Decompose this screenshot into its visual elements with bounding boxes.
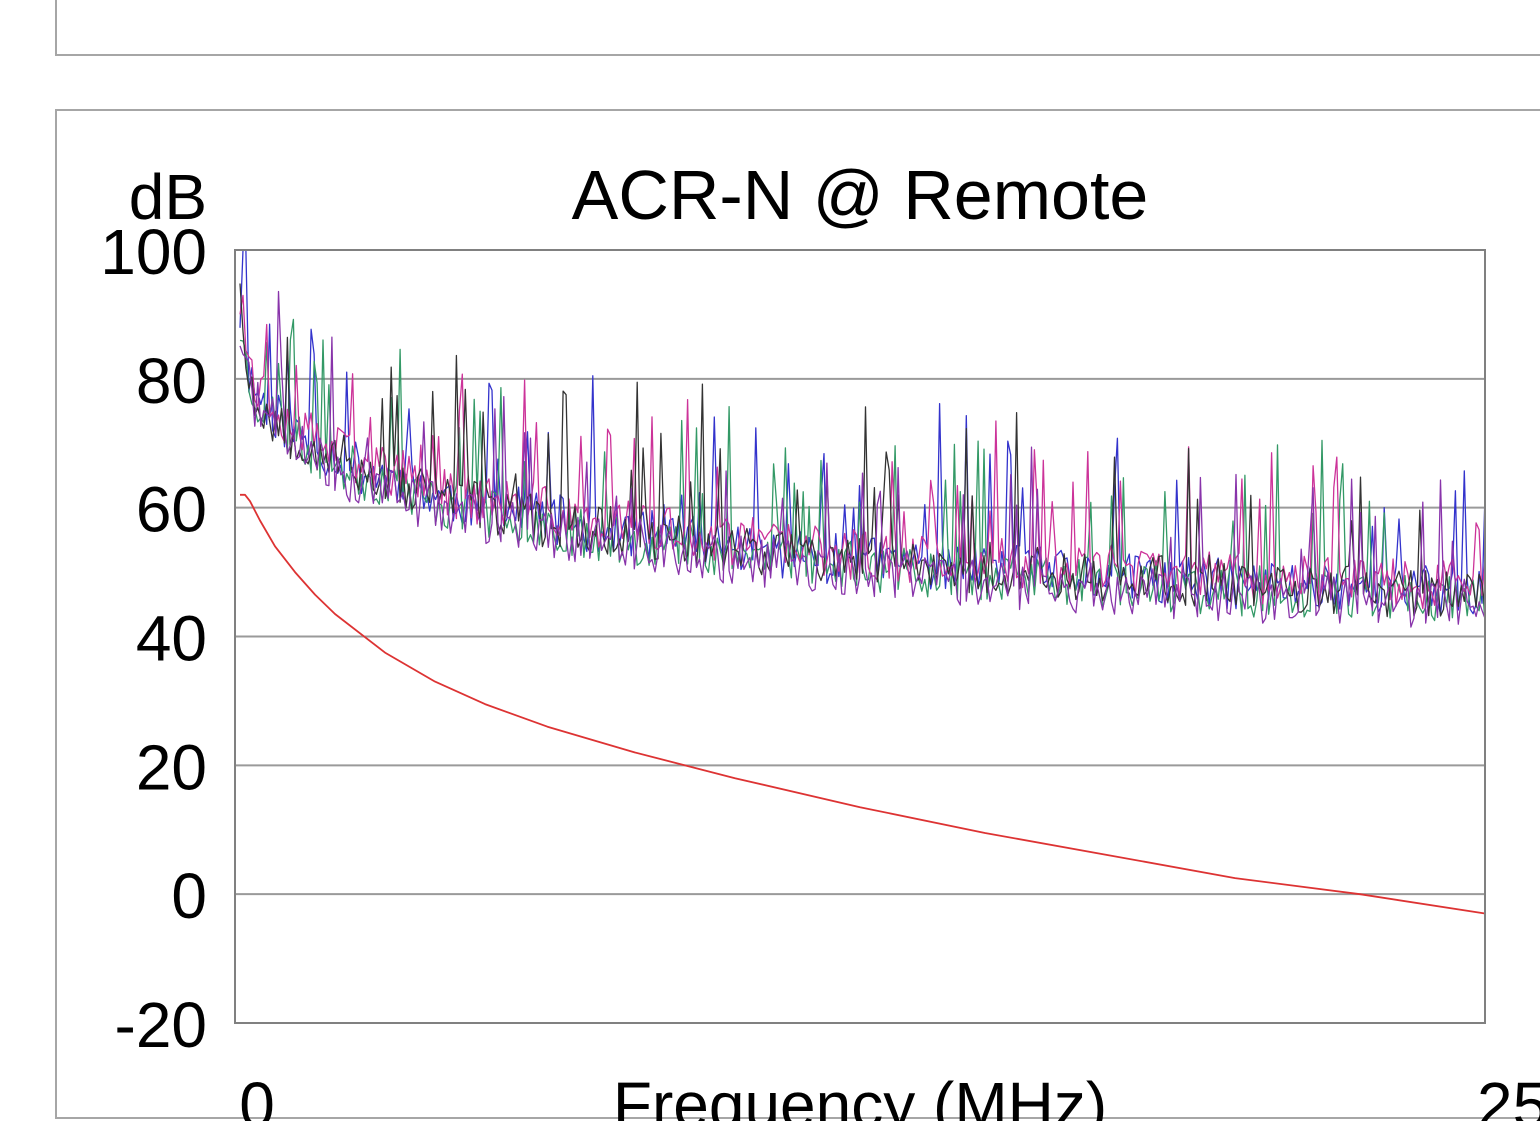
y-tick-label: -20	[115, 989, 208, 1061]
chart-panel: ACR-N @ Remote dB 100 80 60 40 20 0 -20 0 Freq…	[55, 109, 1540, 1121]
y-axis-tick-labels: 100 80 60 40 20 0 -20	[100, 216, 207, 1061]
series-line-5	[239, 290, 1486, 628]
y-tick-label: 80	[136, 345, 207, 417]
y-axis-unit-label: dB	[129, 161, 207, 233]
limit-line	[240, 493, 1486, 915]
data-series	[239, 249, 1486, 915]
y-tick-label: 0	[171, 860, 207, 932]
upper-chart-panel	[55, 0, 1540, 56]
x-axis-label: Frequency (MHz)	[613, 1069, 1107, 1121]
series-line-3	[239, 294, 1486, 610]
acr-n-chart: ACR-N @ Remote dB 100 80 60 40 20 0 -20 0 Freq…	[100, 156, 1540, 1121]
y-tick-label: 100	[100, 216, 207, 288]
x-tick-label-min: 0	[239, 1069, 275, 1121]
series-line-4	[239, 283, 1486, 618]
plot-area-border	[234, 249, 1486, 1024]
y-tick-label: 20	[136, 731, 207, 803]
y-tick-label: 60	[136, 474, 207, 546]
chart-title: ACR-N @ Remote	[572, 156, 1149, 234]
x-tick-label-max: 250	[1477, 1069, 1540, 1121]
y-tick-label: 40	[136, 603, 207, 675]
